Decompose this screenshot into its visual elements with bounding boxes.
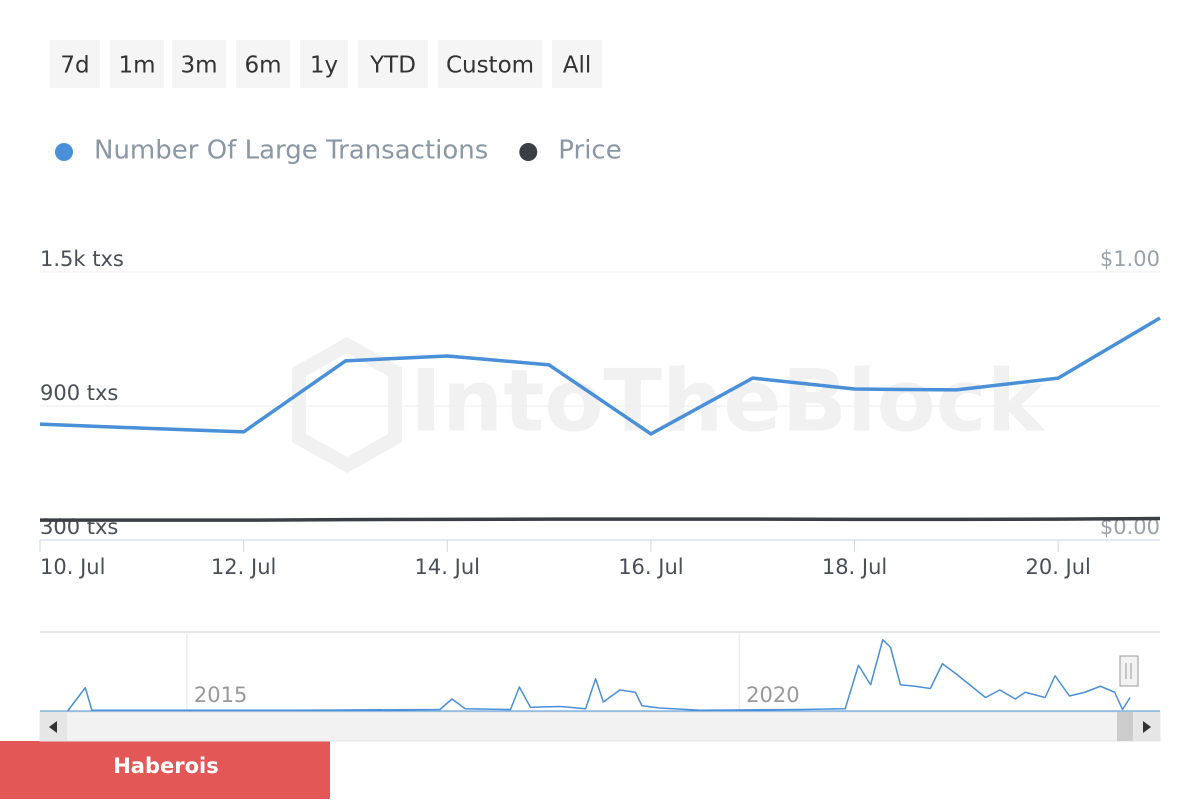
badge: Haberois (113, 754, 219, 778)
x-tick-label: 12. Jul (211, 555, 276, 579)
range-button[interactable] (172, 40, 226, 88)
watermark: IntoTheBlock (292, 336, 1046, 474)
x-tick-label: 16. Jul (618, 555, 683, 579)
range-button[interactable] (110, 40, 164, 88)
navigator-handle-grip (1125, 663, 1132, 679)
y-tick-label: 900 txs (40, 381, 118, 405)
scroll-left-arrow (49, 721, 57, 733)
scroll-right-arrow (1143, 721, 1151, 733)
y-tick-label: 1.5k txs (40, 247, 124, 271)
x-tick-label: 14. Jul (415, 555, 480, 579)
y2-tick-label: $1.00 (1100, 247, 1160, 271)
navigator-tick-label: 2020 (746, 683, 799, 707)
navigator-handle[interactable] (1119, 655, 1139, 687)
x-tick-label: 18. Jul (822, 555, 887, 579)
badge-bg (0, 741, 330, 799)
range-button[interactable] (300, 40, 348, 88)
series-line (40, 516, 1161, 522)
navigator-line (67, 639, 1131, 712)
range-button-label[interactable]: 1m (118, 53, 155, 79)
scrollbar-track (39, 711, 1161, 742)
series-line (39, 316, 1161, 436)
range-button-label[interactable]: 3m (180, 53, 217, 79)
x-tick-label: 10. Jul (40, 555, 105, 579)
range-button-label[interactable]: 7d (60, 53, 89, 79)
x-tick-label: 20. Jul (1025, 555, 1090, 579)
scrollbar-thumb (1117, 712, 1133, 741)
range-button[interactable] (438, 40, 542, 88)
watermark-logo (292, 336, 402, 474)
navigator-tick-label: 2015 (194, 683, 247, 707)
range-button-label[interactable]: 1y (310, 53, 338, 79)
legend-marker[interactable] (519, 143, 538, 161)
range-button[interactable] (358, 40, 428, 88)
range-button[interactable] (236, 40, 290, 88)
watermark-text: IntoTheBlock (410, 351, 1046, 451)
range-button-label[interactable]: YTD (369, 53, 416, 79)
range-button-label[interactable]: Custom (446, 53, 534, 79)
range-button-label[interactable]: 6m (244, 53, 281, 79)
legend-label[interactable]: Price (558, 136, 621, 166)
range-button[interactable] (50, 40, 100, 88)
legend-label[interactable]: Number Of Large Transactions (94, 136, 488, 166)
range-button[interactable] (552, 40, 602, 88)
legend-marker[interactable] (55, 143, 73, 161)
range-button-label[interactable]: All (563, 53, 592, 79)
